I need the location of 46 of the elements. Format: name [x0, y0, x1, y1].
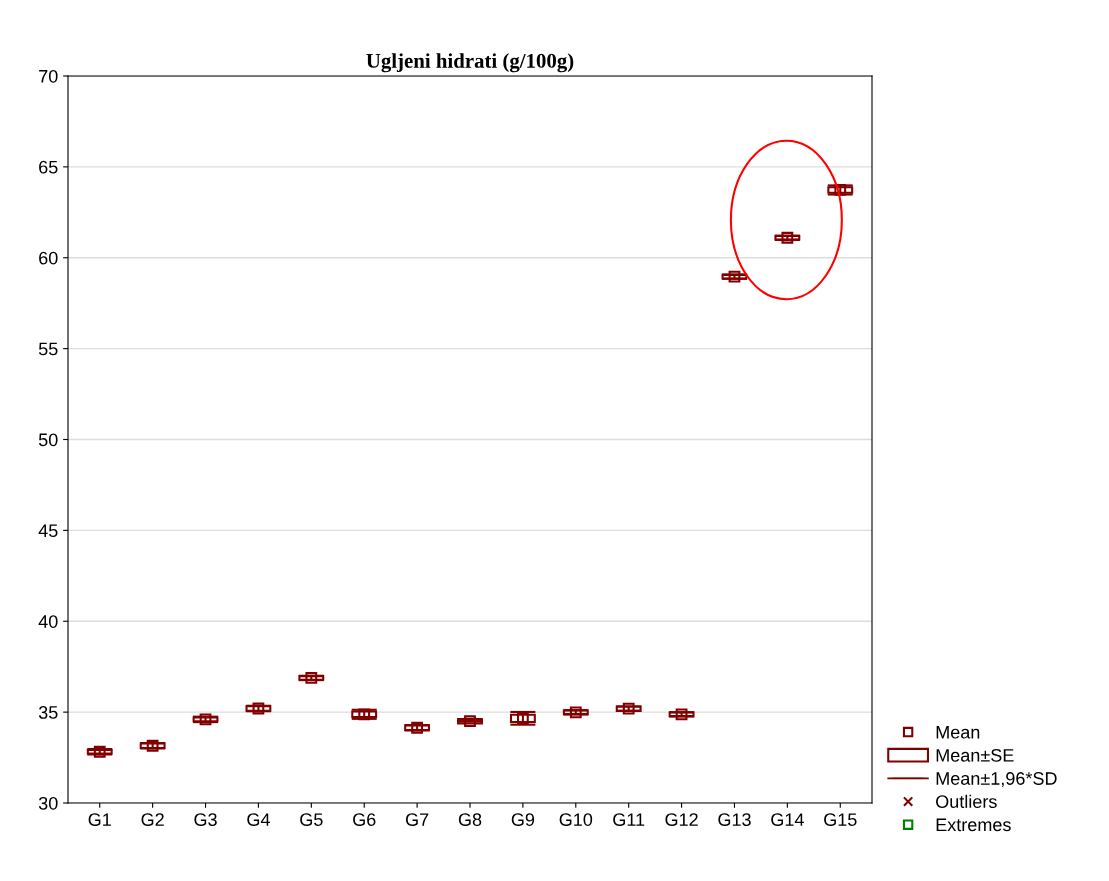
point — [93, 745, 106, 758]
chart-title: Ugljeni hidrati (g/100g) — [366, 53, 574, 73]
x-tick-label: G10 — [559, 813, 593, 826]
point — [146, 739, 159, 752]
y-tick-label: 60 — [39, 251, 58, 265]
x-tick-label: G8 — [458, 813, 482, 826]
legend-label: Mean±SE — [936, 748, 1014, 762]
x-tick-label: G2 — [141, 813, 164, 826]
point — [675, 708, 688, 721]
x-tick-label: G3 — [194, 813, 217, 826]
point — [199, 713, 212, 726]
legend-label: Mean±1,96*SD — [936, 772, 1057, 788]
point — [834, 184, 847, 196]
point — [516, 712, 529, 725]
x-tick-label: G7 — [405, 813, 429, 826]
y-tick-label: 40 — [38, 615, 58, 628]
y-tick-label: 50 — [38, 433, 58, 447]
x-tick-label: G1 — [88, 813, 111, 826]
point — [358, 708, 371, 721]
x-tick-label: G15 — [824, 813, 857, 826]
legend-label: Outliers — [936, 794, 997, 809]
point — [464, 715, 476, 728]
legend-label: Mean — [936, 725, 980, 739]
bar — [457, 717, 483, 725]
y-tick-label: 70 — [39, 69, 58, 83]
x-tick-label: G12 — [665, 813, 698, 826]
point — [252, 702, 265, 715]
x-tick-label: G4 — [247, 813, 270, 826]
point — [622, 702, 635, 715]
x-tick-label: G6 — [353, 813, 376, 826]
x-tick-label: G5 — [300, 813, 323, 826]
point — [569, 706, 582, 719]
x-tick-label: G9 — [511, 813, 535, 826]
y-tick-label: 30 — [38, 796, 58, 810]
y-tick-label: 35 — [38, 706, 58, 719]
x-tick-label: G14 — [771, 813, 804, 826]
legend-label: Extremes — [936, 818, 1011, 832]
y-tick-label: 55 — [38, 342, 58, 356]
x-tick-label: G11 — [613, 813, 645, 826]
y-tick-label: 45 — [38, 524, 58, 538]
point — [411, 721, 424, 734]
y-tick-label: 65 — [39, 160, 58, 174]
x-tick-label: G13 — [718, 813, 751, 826]
point — [728, 270, 741, 283]
point — [305, 672, 318, 684]
point — [781, 231, 794, 244]
